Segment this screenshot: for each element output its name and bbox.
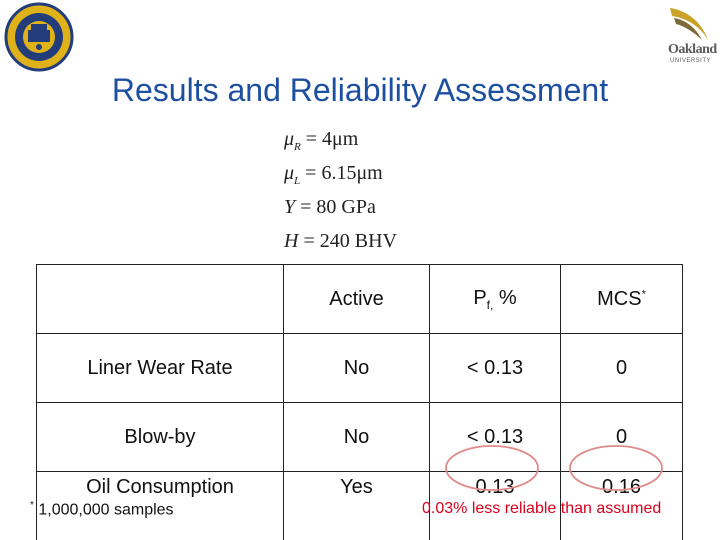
- header-pf-tail: %: [493, 286, 517, 309]
- footnote-text: 1,000,000 samples: [33, 501, 174, 519]
- reliability-callout: 0.03% less reliable than assumed: [422, 500, 662, 517]
- h-symbol: H: [284, 230, 299, 252]
- header-pf-main: P: [473, 286, 487, 309]
- header-active: Active: [283, 264, 430, 334]
- footnote-star: *: [30, 500, 34, 511]
- header-pf: Pf, %: [429, 264, 561, 334]
- row-name: Oil Consumption: [36, 471, 284, 540]
- row-name-text: Oil Consumption: [86, 476, 234, 498]
- y-value: = 80 GPa: [295, 196, 376, 218]
- header-mcs-main: MCS: [597, 287, 642, 310]
- row-pf: < 0.13: [429, 402, 561, 472]
- table-header-row: Active Pf, % MCS*: [36, 264, 683, 334]
- mu-r-symbol: μ: [284, 128, 295, 150]
- equation-mu-l: μL = 6.15μm: [284, 162, 383, 187]
- row-name: Liner Wear Rate: [36, 333, 284, 403]
- footnote: * 1,000,000 samples: [30, 500, 174, 519]
- header-mcs-sup: *: [641, 287, 646, 300]
- row-mcs: 0: [560, 333, 683, 403]
- logo-university-text: UNIVERSITY: [670, 58, 712, 64]
- equation-y: Y = 80 GPa: [284, 196, 376, 219]
- row-active: No: [283, 333, 430, 403]
- mu-r-subscript: R: [294, 141, 301, 153]
- y-symbol: Y: [284, 196, 296, 218]
- mu-l-symbol: μ: [284, 162, 295, 184]
- row-pf: < 0.13: [429, 333, 561, 403]
- row-mcs-text: 0.16: [602, 476, 641, 498]
- university-seal-logo: [4, 2, 74, 72]
- h-value: = 240 BHV: [298, 230, 397, 252]
- header-pf-sub: f,: [486, 297, 494, 312]
- table-row: Liner Wear Rate No < 0.13 0: [36, 333, 683, 403]
- row-pf-text: 0.13: [475, 476, 515, 498]
- row-name: Blow-by: [36, 402, 284, 472]
- row-active-text: Yes: [340, 476, 373, 498]
- results-table: Active Pf, % MCS* Liner Wear Rate No < 0…: [36, 264, 683, 540]
- mu-l-subscript: L: [294, 175, 301, 187]
- slide-title: Results and Reliability Assessment: [111, 72, 609, 108]
- row-mcs: 0: [560, 402, 683, 472]
- equation-mu-r: μR = 4μm: [284, 128, 358, 153]
- header-mcs: MCS*: [560, 264, 683, 334]
- equation-h: H = 240 BHV: [284, 230, 397, 253]
- logo-oakland-text: Oakland: [668, 42, 717, 57]
- row-active: Yes: [283, 471, 430, 540]
- oakland-university-logo: Oakland UNIVERSITY: [664, 4, 717, 80]
- mu-l-value: = 6.15μm: [300, 162, 383, 184]
- mu-r-value: = 4μm: [300, 128, 359, 150]
- oakland-swoosh-icon: [670, 8, 708, 40]
- table-row: Blow-by No < 0.13 0: [36, 402, 683, 472]
- row-active: No: [283, 402, 430, 472]
- header-empty-cell: [36, 264, 284, 334]
